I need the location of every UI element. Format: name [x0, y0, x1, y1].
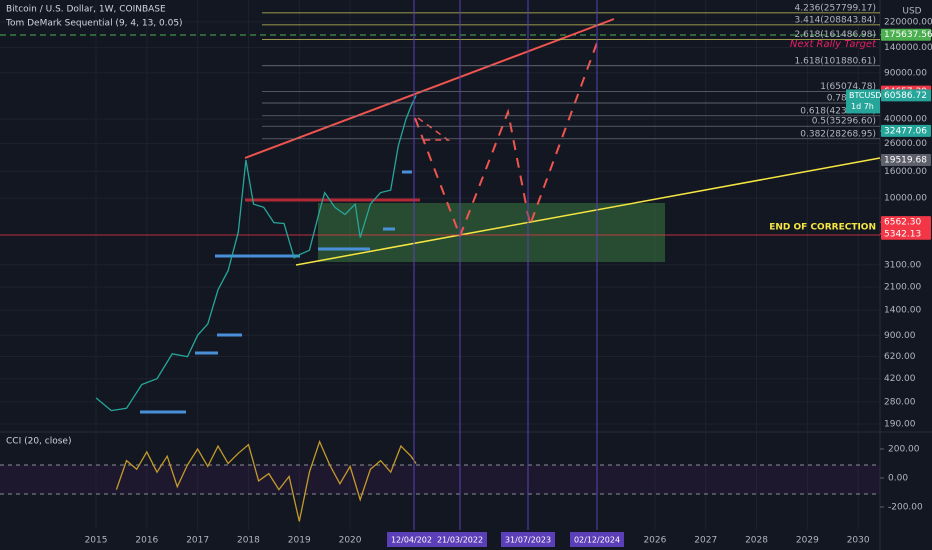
annotation: Next Rally Target — [790, 39, 877, 50]
date-tag — [387, 532, 441, 547]
x-tick-label: 2018 — [237, 536, 260, 546]
y-tick-label: 220000.00 — [884, 17, 932, 27]
cci-title: CCI (20, close) — [6, 437, 71, 447]
fib-label: 0.382(28268.95) — [800, 129, 876, 139]
chart-title: Bitcoin / U.S. Dollar, 1W, COINBASE — [6, 5, 166, 15]
x-tick-label: 2030 — [847, 536, 870, 546]
x-tick-label: 2015 — [85, 536, 108, 546]
price-tag-label: 32477.06 — [884, 126, 927, 136]
fib-label: 4.236(257799.17) — [795, 3, 876, 13]
date-tag-label: 12/04/2021 — [391, 536, 437, 545]
series-line — [95, 95, 417, 412]
y-tick-label: 90000.00 — [884, 68, 927, 78]
fib-label: 0.618(42324.25) — [800, 106, 876, 116]
date-tag — [570, 532, 624, 547]
x-tick-label: 2028 — [745, 536, 768, 546]
y-tick-label: 420.00 — [884, 374, 916, 384]
drawings — [0, 18, 881, 495]
fib-label: 3.414(208843.84) — [795, 15, 876, 25]
price-tag — [881, 89, 931, 102]
price-tag-label: 6562.30 — [884, 218, 921, 228]
fib-label: 0.5(35296.60) — [812, 117, 876, 127]
x-tick-label: 2019 — [288, 536, 311, 546]
date-tag — [501, 532, 555, 547]
y-tick-label: 0.00 — [888, 473, 908, 483]
series-line — [115, 439, 417, 522]
date-tag — [433, 532, 487, 547]
date-tag-label: 31/07/2023 — [505, 536, 551, 545]
y-tick-label: 280.00 — [884, 397, 916, 407]
price-tag — [881, 227, 931, 240]
y-tick-label: 190.00 — [884, 419, 916, 429]
symbol-tag-label: BTCUSD — [849, 91, 882, 100]
fib-label: 1(65074.78) — [820, 82, 876, 92]
x-tick-label: 2029 — [796, 536, 819, 546]
trend-line — [295, 157, 881, 266]
price-tag-label: 5342.13 — [884, 229, 921, 239]
x-tick-label: 2026 — [643, 536, 666, 546]
indicator-title: Tom DeMark Sequential (9, 4, 13, 0.05) — [5, 19, 183, 29]
zone — [318, 203, 665, 262]
price-tag-label: 175637.56 — [884, 30, 932, 40]
cci-band — [0, 465, 880, 494]
trend-line — [244, 18, 615, 159]
y-tick-label: 620.00 — [884, 352, 916, 362]
countdown: 1d 7h — [851, 102, 874, 111]
currency: USD — [902, 7, 921, 17]
y-tick-label: 2100.00 — [884, 283, 921, 293]
y-tick-label: 16000.00 — [884, 167, 927, 177]
x-tick-label: 2017 — [186, 536, 209, 546]
projection — [414, 39, 599, 239]
symbol-tag — [846, 89, 880, 114]
x-tick-label: 2027 — [694, 536, 717, 546]
price-tag — [881, 153, 931, 166]
fib-label: 2.618(161486.98) — [795, 30, 876, 40]
y-tick-label: 10000.00 — [884, 194, 927, 204]
price-tag — [881, 124, 931, 137]
y-tick-label: 26000.00 — [884, 139, 927, 149]
date-tag-label: 02/12/2024 — [574, 536, 620, 545]
y-tick-label: 900.00 — [884, 331, 916, 341]
projection — [417, 117, 451, 141]
price-tag — [881, 28, 931, 41]
annotation: END OF CORRECTION — [769, 223, 876, 233]
x-tick-label: 2020 — [339, 536, 362, 546]
x-tick-label: 2016 — [135, 536, 158, 546]
y-tick-label: 40000.00 — [884, 115, 927, 125]
price-tag-label: 19519.68 — [884, 155, 927, 165]
y-tick-label: 3100.00 — [884, 260, 921, 270]
y-tick-label: 140000.00 — [884, 43, 932, 53]
fib-label: 1.618(101880.61) — [795, 56, 876, 66]
y-tick-label: 1400.00 — [884, 306, 921, 316]
y-tick-label: -200.00 — [888, 502, 923, 512]
y-tick-label: 200.00 — [888, 444, 920, 454]
date-tag-label: 21/03/2022 — [437, 536, 483, 545]
price-tag-label: 60586.72 — [884, 91, 927, 101]
price-tag — [881, 216, 931, 229]
